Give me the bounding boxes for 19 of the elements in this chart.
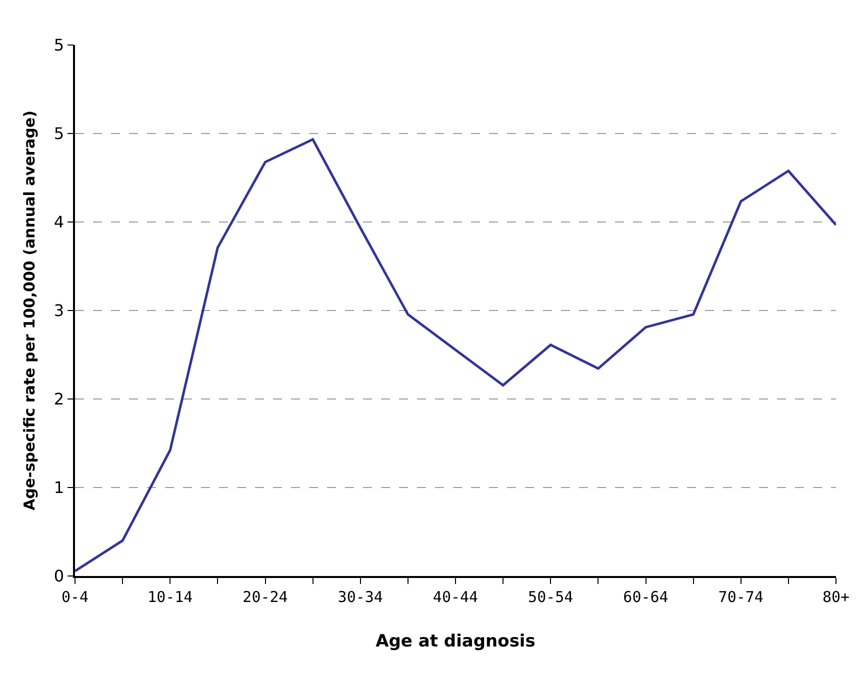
x-tick-label: 70-74 [718,588,764,606]
x-tick-label: 20-24 [242,588,288,606]
x-tick-label: 10-14 [148,588,193,606]
x-tick-label: 40-44 [432,588,478,606]
y-tick-label: 0 [54,566,64,586]
y-tick-label: 3 [54,301,64,320]
y-tick-label: 5 [54,36,64,55]
line-series [75,138,836,572]
y-tick-label: 5 [54,124,64,144]
y-tick-label: 4 [54,212,64,232]
x-tick-label: 30-34 [338,588,383,606]
x-axis-title: Age at diagnosis [376,632,536,652]
y-tick-label: 1 [54,478,64,498]
x-tick-label: 80+ [822,588,850,606]
y-tick-label: 2 [54,390,64,409]
x-tick-label: 60-64 [623,588,668,606]
y-axis-title: Age-specific rate per 100,000 (annual average) [20,110,39,510]
x-tick-label: 50-54 [528,588,574,606]
x-tick-label: 0-4 [61,588,89,606]
